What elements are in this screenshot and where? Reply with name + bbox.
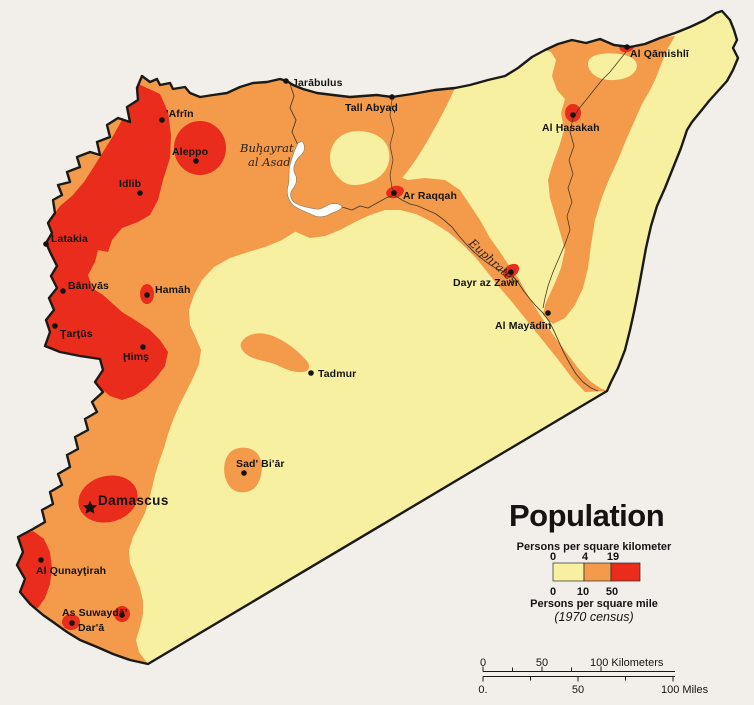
city-dot-baniyas — [60, 288, 66, 294]
city-dot-mayadin — [545, 310, 551, 316]
city-label-tartus: Ţarţūs — [60, 328, 93, 340]
legend-km-tick-0: 0 — [550, 551, 556, 563]
legend-km-label: Persons per square kilometer — [517, 541, 672, 553]
city-dot-dara — [69, 620, 75, 626]
city-dot-hamah — [144, 292, 150, 298]
city-label-dayrazzawr: Dayr az Zawr — [453, 277, 519, 289]
city-label-qamishli: Al Qāmishlī — [630, 48, 690, 60]
scale-mi-0: 0. — [478, 684, 487, 696]
city-label-aleppo: Aleppo — [172, 146, 208, 158]
city-label-hamah: Hamāh — [155, 284, 191, 296]
city-dot-jarabulus — [283, 78, 289, 84]
scale-bar-labels: 0 50 100 Kilometers 0. 50 100 Miles — [478, 657, 708, 696]
city-dot-tadmur — [308, 370, 314, 376]
city-label-sadbiar: Sad' Bi'ār — [236, 458, 285, 470]
city-dot-idlib — [137, 190, 143, 196]
region-low-hole-tallabyad — [330, 131, 390, 185]
scale-km-50: 50 — [536, 657, 548, 669]
city-dot-qunaytirah — [38, 557, 44, 563]
legend-swatch-low — [552, 562, 585, 582]
scale-bar — [482, 666, 675, 682]
city-label-afrin: 'Afrīn — [166, 108, 194, 120]
city-dot-tallabyad — [389, 94, 395, 100]
city-labels: 'Afrīn Aleppo Idlib Latakia Bāniyās Hamā… — [36, 48, 690, 634]
city-label-jarabulus: Jarābulus — [292, 77, 343, 89]
city-label-latakia: Latakia — [51, 233, 88, 245]
city-dot-raqqah — [391, 190, 397, 196]
legend-mi-tick-50: 50 — [606, 586, 618, 598]
city-label-dara: Dar'ā — [78, 622, 104, 634]
city-dot-tartus — [52, 323, 58, 329]
legend-km-tick-4: 4 — [582, 551, 589, 563]
legend-census-note: (1970 census) — [554, 610, 633, 624]
city-dot-suwayda — [119, 612, 125, 618]
lake-label-line1: Buḩayrat — [239, 141, 294, 155]
legend-mi-tick-10: 10 — [577, 586, 589, 598]
legend-swatch-mid — [583, 562, 612, 582]
city-dot-hasakah — [570, 112, 576, 118]
legend-mi-tick-0: 0 — [550, 586, 556, 598]
city-dot-sadbiar — [241, 470, 247, 476]
khabur-river-line — [542, 51, 627, 309]
city-label-mayadin: Al Mayādīn — [495, 320, 551, 332]
legend-mi-label: Persons per square mile — [530, 598, 658, 610]
city-label-hasakah: Al Ḩasakah — [542, 122, 600, 134]
city-dot-dayrazzawr — [508, 269, 514, 275]
city-dot-latakia — [43, 241, 49, 247]
city-dot-qamishli — [624, 44, 630, 50]
city-label-baniyas: Bāniyās — [68, 280, 109, 292]
region-mid-tadmur — [240, 333, 310, 373]
region-low-hole-qamishli — [587, 53, 637, 81]
region-mid-euphrates-band — [277, 138, 607, 392]
region-high-aleppo — [174, 121, 226, 175]
euphrates-river-line — [289, 83, 599, 392]
map-title: Population — [509, 498, 664, 533]
city-dot-afrin — [159, 117, 165, 123]
region-high-golan — [17, 531, 52, 608]
city-label-suwayda: As Suwaydā' — [62, 607, 127, 619]
city-label-raqqah: Ar Raqqah — [403, 190, 457, 202]
city-dot-hims — [140, 344, 146, 350]
city-label-tallabyad: Tall Abyaḑ — [345, 102, 398, 114]
legend-color-ramp — [552, 562, 641, 582]
balikh-river-line — [389, 99, 395, 194]
legend-swatch-high — [610, 562, 641, 582]
city-label-hims: Ḩimş — [123, 351, 149, 363]
scale-km-0: 0 — [480, 657, 486, 669]
city-label-qunaytirah: Al Qunayţirah — [36, 565, 106, 577]
lake-label-line2: al Asad — [248, 155, 291, 169]
city-dot-aleppo — [193, 158, 199, 164]
lake-buhayrat-al-asad — [286, 140, 343, 218]
city-label-damascus: Damascus — [98, 493, 169, 508]
scale-km-100: 100 Kilometers — [590, 657, 664, 669]
city-label-idlib: Idlib — [119, 178, 141, 190]
legend: Population Persons per square kilometer … — [509, 498, 672, 624]
capital-star-damascus — [83, 500, 97, 514]
scale-mi-100: 100 Miles — [661, 684, 709, 696]
region-high-west-strip — [45, 82, 171, 400]
scale-mi-50: 50 — [572, 684, 584, 696]
city-label-tadmur: Tadmur — [318, 368, 356, 380]
city-dots — [38, 44, 630, 626]
region-mid-sadbiar — [224, 447, 262, 493]
legend-km-tick-19: 19 — [607, 551, 619, 563]
